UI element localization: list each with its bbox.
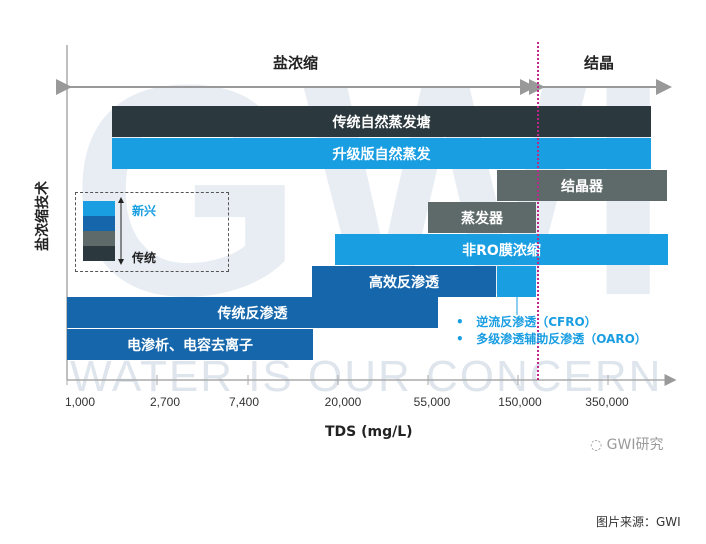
x-tick-label: 7,400 — [228, 395, 260, 409]
legend-emerging: 新兴 — [132, 204, 157, 218]
brand-text: GWI研究 — [606, 437, 664, 453]
divider-line — [537, 42, 539, 380]
bar-label: 升级版自然蒸发 — [332, 146, 431, 163]
brand-watermark: ◌ GWI研究 — [590, 434, 664, 454]
region-label-concentration: 盐浓缩 — [273, 54, 319, 72]
legend-swatch — [83, 246, 115, 261]
bar-label: 电渗析、电容去离子 — [127, 337, 253, 354]
x-tick-label: 1,000 — [64, 395, 96, 409]
note-item: • 逆流反渗透（CFRO） — [456, 315, 597, 329]
x-tick-label: 55,000 — [413, 395, 451, 409]
source-caption: 图片来源：GWI — [596, 515, 681, 529]
legend-swatch — [83, 231, 115, 246]
bar-crystallizer: 结晶器 — [497, 170, 667, 201]
legend-traditional: 传统 — [132, 251, 157, 265]
bar-non-ro-membrane: 非RO膜浓缩 — [335, 234, 668, 265]
bar-high-efficiency-ro: 高效反渗透 — [312, 266, 496, 297]
bar-electrodialysis-cdi: 电渗析、电容去离子 — [67, 329, 313, 360]
note-item: • 多级渗透辅助反渗透（OARO） — [456, 332, 647, 346]
note-text: 多级渗透辅助反渗透（OARO） — [476, 332, 647, 346]
wechat-icon: ◌ — [590, 437, 607, 453]
watermark-text: WATER IS OUR CONCERN — [70, 352, 663, 401]
x-tick-label: 150,000 — [498, 395, 542, 409]
bar-upgraded-natural-evaporation: 升级版自然蒸发 — [112, 138, 651, 169]
x-tick-label: 20,000 — [324, 395, 362, 409]
legend-swatches — [83, 201, 115, 261]
x-tick-label: 2,700 — [149, 395, 181, 409]
legend-arrow-icon — [118, 197, 124, 265]
x-tick-label: 350,000 — [585, 395, 629, 409]
bar-label: 非RO膜浓缩 — [462, 242, 541, 259]
bar-evaporator: 蒸发器 — [428, 202, 536, 233]
legend-swatch — [83, 201, 115, 216]
bar-label: 蒸发器 — [461, 210, 503, 227]
legend-swatch — [83, 216, 115, 231]
region-label-crystallization: 结晶 — [584, 54, 615, 72]
x-axis-label: TDS (mg/L) — [325, 424, 413, 440]
note-text: 逆流反渗透（CFRO） — [476, 315, 597, 329]
legend: 新兴 传统 — [75, 192, 229, 272]
y-axis-label: 盐浓缩技术 — [35, 181, 51, 251]
notes: • 逆流反渗透（CFRO） • 多级渗透辅助反渗透（OARO） — [456, 314, 647, 348]
bar-ro-extension — [497, 266, 536, 297]
bar-traditional-ro: 传统反渗透 — [67, 297, 438, 328]
bar-traditional-evaporation-pond: 传统自然蒸发塘 — [112, 106, 651, 137]
bar-label: 结晶器 — [561, 178, 603, 195]
bar-label: 传统反渗透 — [217, 305, 288, 322]
bar-label: 传统自然蒸发塘 — [332, 114, 431, 131]
bar-label: 高效反渗透 — [369, 274, 439, 291]
